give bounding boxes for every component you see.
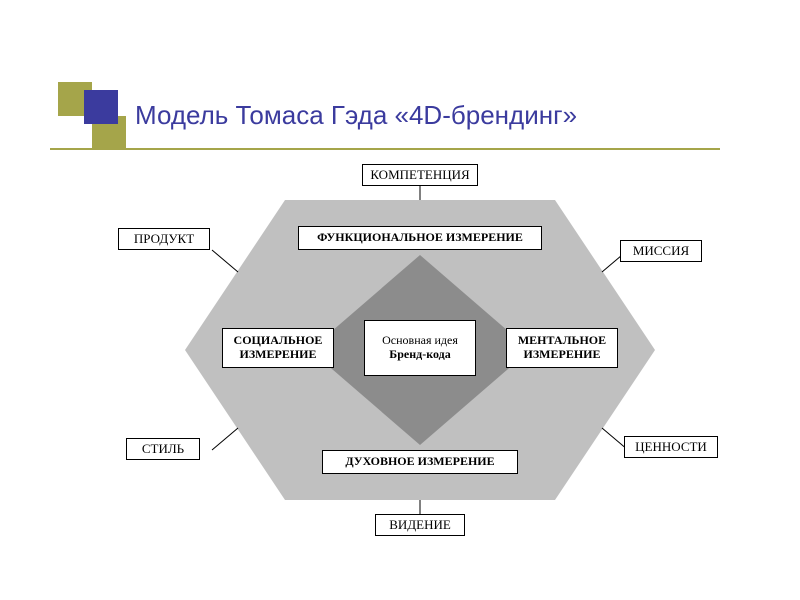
box-spiritual-dimension: ДУХОВНОЕ ИЗМЕРЕНИЕ <box>322 450 518 474</box>
box-values: ЦЕННОСТИ <box>624 436 718 458</box>
decor-square-3 <box>84 90 118 124</box>
box-social-dimension: СОЦИАЛЬНОЕ ИЗМЕРЕНИЕ <box>222 328 334 368</box>
label-core-2: Бренд-кода <box>389 348 450 362</box>
box-mental-dimension: МЕНТАЛЬНОЕ ИЗМЕРЕНИЕ <box>506 328 618 368</box>
label-competence: КОМПЕТЕНЦИЯ <box>370 168 469 183</box>
label-values: ЦЕННОСТИ <box>635 440 707 455</box>
label-spiritual: ДУХОВНОЕ ИЗМЕРЕНИЕ <box>345 455 494 469</box>
page-title: Модель Томаса Гэда «4D-брендинг» <box>135 100 577 131</box>
label-style: СТИЛЬ <box>142 442 184 457</box>
box-mission: МИССИЯ <box>620 240 702 262</box>
label-functional: ФУНКЦИОНАЛЬНОЕ ИЗМЕРЕНИЕ <box>317 231 523 245</box>
label-social-1: СОЦИАЛЬНОЕ <box>234 334 323 348</box>
label-mental-2: ИЗМЕРЕНИЕ <box>523 348 600 362</box>
box-brand-code-core: Основная идея Бренд-кода <box>364 320 476 376</box>
label-mission: МИССИЯ <box>633 244 689 259</box>
title-underline <box>50 148 720 150</box>
label-vision: ВИДЕНИЕ <box>389 518 451 533</box>
box-product: ПРОДУКТ <box>118 228 210 250</box>
label-mental-1: МЕНТАЛЬНОЕ <box>518 334 606 348</box>
box-style: СТИЛЬ <box>126 438 200 460</box>
box-functional-dimension: ФУНКЦИОНАЛЬНОЕ ИЗМЕРЕНИЕ <box>298 226 542 250</box>
box-vision: ВИДЕНИЕ <box>375 514 465 536</box>
label-core-1: Основная идея <box>382 334 458 348</box>
label-product: ПРОДУКТ <box>134 232 194 247</box>
box-competence: КОМПЕТЕНЦИЯ <box>362 164 478 186</box>
label-social-2: ИЗМЕРЕНИЕ <box>239 348 316 362</box>
diagram-4d-branding: КОМПЕТЕНЦИЯ ВИДЕНИЕ ПРОДУКТ МИССИЯ СТИЛЬ… <box>150 180 690 520</box>
